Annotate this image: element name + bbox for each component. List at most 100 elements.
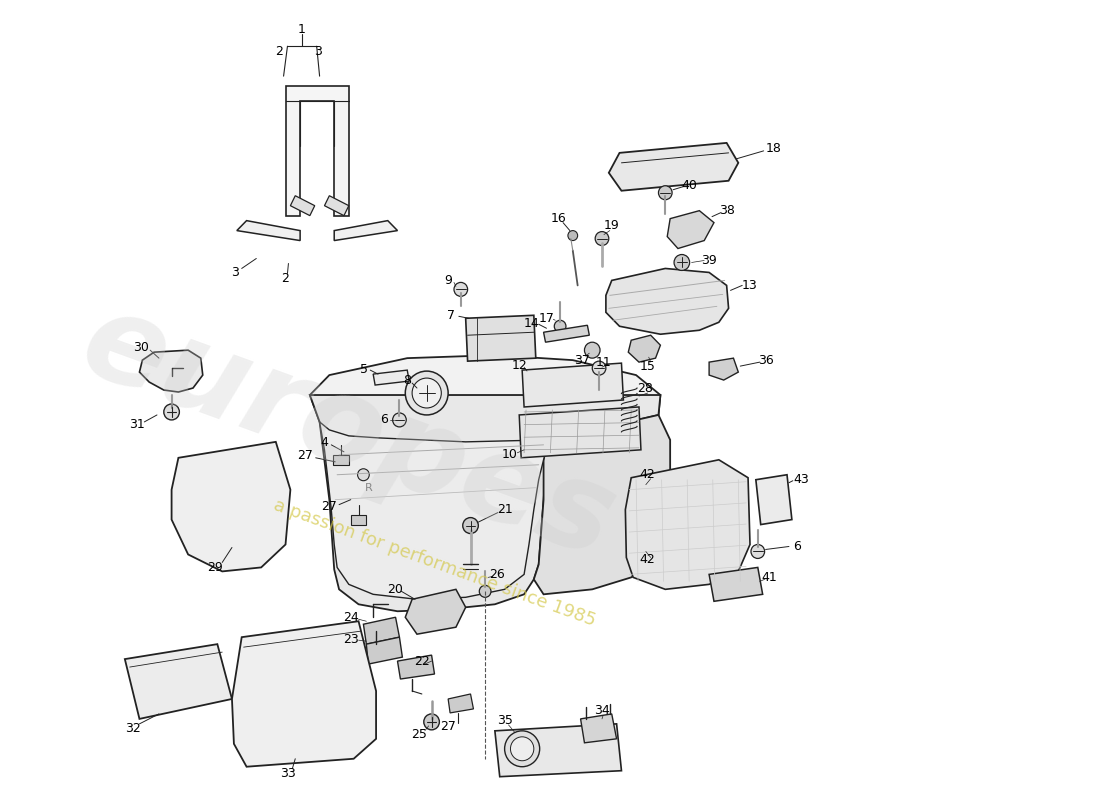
Text: 21: 21: [497, 503, 513, 516]
Text: 39: 39: [701, 254, 717, 267]
Text: 34: 34: [594, 705, 609, 718]
Text: a passion for performance since 1985: a passion for performance since 1985: [271, 497, 598, 630]
Polygon shape: [608, 143, 738, 190]
Text: 10: 10: [502, 448, 517, 462]
Polygon shape: [290, 196, 315, 216]
Text: 3: 3: [314, 45, 321, 58]
Circle shape: [659, 186, 672, 200]
Text: 42: 42: [639, 468, 654, 482]
Circle shape: [393, 413, 406, 427]
Circle shape: [463, 518, 478, 534]
Polygon shape: [310, 395, 660, 611]
Text: 4: 4: [320, 436, 329, 450]
Text: 28: 28: [637, 382, 652, 394]
Text: 30: 30: [133, 341, 150, 354]
Text: 7: 7: [447, 309, 455, 322]
Polygon shape: [668, 210, 714, 249]
Text: 14: 14: [524, 317, 540, 330]
Text: 31: 31: [129, 418, 144, 431]
Circle shape: [505, 731, 540, 766]
Polygon shape: [543, 326, 590, 342]
Polygon shape: [232, 622, 376, 766]
Circle shape: [424, 714, 439, 730]
Polygon shape: [172, 442, 290, 571]
Circle shape: [595, 231, 608, 246]
Text: europes: europes: [67, 282, 630, 582]
Text: 17: 17: [539, 312, 554, 325]
Polygon shape: [405, 590, 465, 634]
Text: 26: 26: [488, 568, 505, 581]
Text: 15: 15: [640, 360, 656, 373]
Text: 42: 42: [639, 553, 654, 566]
Polygon shape: [334, 221, 397, 241]
Text: 18: 18: [766, 142, 781, 155]
Polygon shape: [124, 644, 232, 719]
Text: 13: 13: [742, 279, 758, 292]
Text: 16: 16: [550, 212, 566, 225]
Circle shape: [480, 586, 491, 598]
Polygon shape: [286, 86, 349, 216]
Text: 20: 20: [387, 583, 404, 596]
Text: 33: 33: [280, 767, 296, 780]
Text: 27: 27: [440, 720, 456, 734]
Polygon shape: [626, 460, 750, 590]
Polygon shape: [448, 694, 473, 713]
Text: 12: 12: [512, 358, 527, 372]
Text: 27: 27: [297, 450, 312, 462]
Polygon shape: [236, 221, 300, 241]
Circle shape: [554, 320, 566, 332]
Polygon shape: [363, 618, 399, 644]
Polygon shape: [320, 422, 549, 599]
Text: 36: 36: [758, 354, 773, 366]
Text: 11: 11: [596, 356, 612, 369]
Polygon shape: [581, 714, 617, 743]
Text: 32: 32: [124, 722, 141, 735]
Polygon shape: [465, 315, 536, 361]
Text: 27: 27: [321, 500, 338, 513]
Polygon shape: [366, 637, 403, 664]
Polygon shape: [140, 350, 202, 392]
Text: 38: 38: [718, 204, 735, 217]
Polygon shape: [756, 474, 792, 525]
Text: 6: 6: [793, 540, 801, 553]
Polygon shape: [522, 363, 624, 407]
Polygon shape: [397, 655, 434, 679]
Circle shape: [674, 254, 690, 270]
Text: 29: 29: [208, 561, 223, 574]
Text: 22: 22: [414, 654, 430, 667]
Text: 37: 37: [574, 354, 591, 366]
Polygon shape: [628, 335, 660, 362]
Polygon shape: [710, 358, 738, 380]
Text: 2: 2: [282, 272, 289, 285]
Text: 35: 35: [497, 714, 513, 727]
Text: 2: 2: [275, 45, 283, 58]
Polygon shape: [710, 567, 762, 602]
Text: 23: 23: [343, 633, 359, 646]
Polygon shape: [333, 455, 349, 465]
Circle shape: [568, 230, 578, 241]
Circle shape: [510, 737, 534, 761]
Polygon shape: [495, 724, 621, 777]
Circle shape: [751, 545, 764, 558]
Text: 9: 9: [444, 274, 452, 287]
Polygon shape: [519, 407, 641, 458]
Text: 19: 19: [604, 219, 619, 232]
Text: 5: 5: [361, 362, 368, 376]
Circle shape: [358, 469, 370, 481]
Circle shape: [584, 342, 600, 358]
Circle shape: [454, 282, 467, 296]
Text: 8: 8: [404, 374, 411, 386]
Text: 24: 24: [343, 610, 359, 624]
Polygon shape: [534, 415, 670, 594]
Text: 1: 1: [298, 22, 306, 36]
Polygon shape: [351, 514, 366, 525]
Circle shape: [412, 378, 441, 408]
Circle shape: [592, 361, 606, 375]
Polygon shape: [310, 355, 660, 442]
Polygon shape: [606, 269, 728, 334]
Text: 25: 25: [411, 728, 427, 742]
Polygon shape: [373, 370, 409, 385]
Circle shape: [164, 404, 179, 420]
Polygon shape: [324, 196, 349, 216]
Circle shape: [405, 371, 448, 415]
